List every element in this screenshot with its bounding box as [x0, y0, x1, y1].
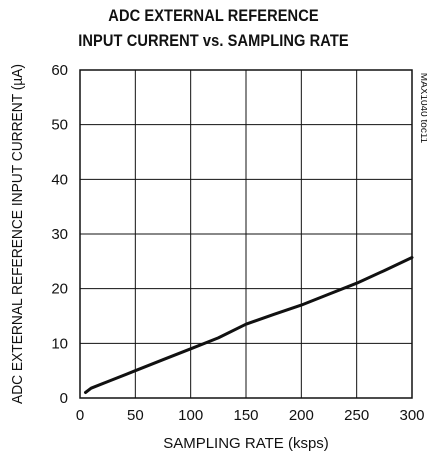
x-tick-label-5: 250: [344, 407, 369, 424]
x-tick-label-2: 100: [178, 407, 203, 424]
plot-frame: [79, 69, 413, 399]
chart-title-line2: INPUT CURRENT vs. SAMPLING RATE: [78, 31, 349, 50]
x-tick-label-3: 150: [233, 407, 258, 424]
y-tick-labels: 0 10 20 30 40 50 60: [51, 62, 68, 407]
y-tick-label-1: 10: [51, 335, 68, 352]
x-axis-label: SAMPLING RATE (ksps): [163, 435, 329, 452]
y-tick-label-0: 0: [60, 390, 68, 407]
x-tick-label-4: 200: [289, 407, 314, 424]
y-tick-label-4: 40: [51, 171, 68, 188]
y-tick-label-3: 30: [51, 226, 68, 243]
y-tick-label-5: 50: [51, 117, 68, 134]
x-tick-label-1: 50: [127, 407, 144, 424]
series-line: [84, 256, 414, 394]
y-tick-label-2: 20: [51, 281, 68, 298]
x-tick-label-0: 0: [76, 407, 84, 424]
figure-id-label: MAX1040 toc11: [418, 73, 427, 144]
x-tick-labels: 0 50 100 150 200 250 300: [76, 407, 425, 424]
gridlines: [79, 69, 413, 399]
y-tick-label-6: 60: [51, 62, 68, 79]
chart-title-line1: ADC EXTERNAL REFERENCE: [108, 6, 319, 25]
x-tick-label-6: 300: [399, 407, 424, 424]
y-axis-label: ADC EXTERNAL REFERENCE INPUT CURRENT (µA…: [9, 64, 26, 404]
